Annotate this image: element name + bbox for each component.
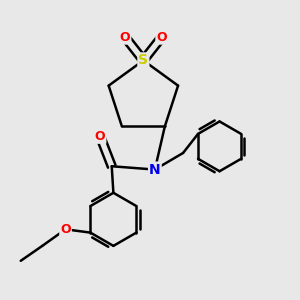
Text: O: O: [95, 130, 105, 143]
Text: N: N: [149, 163, 161, 177]
Text: O: O: [120, 31, 130, 44]
Text: S: S: [138, 53, 148, 68]
Text: O: O: [156, 31, 167, 44]
Text: O: O: [60, 223, 71, 236]
